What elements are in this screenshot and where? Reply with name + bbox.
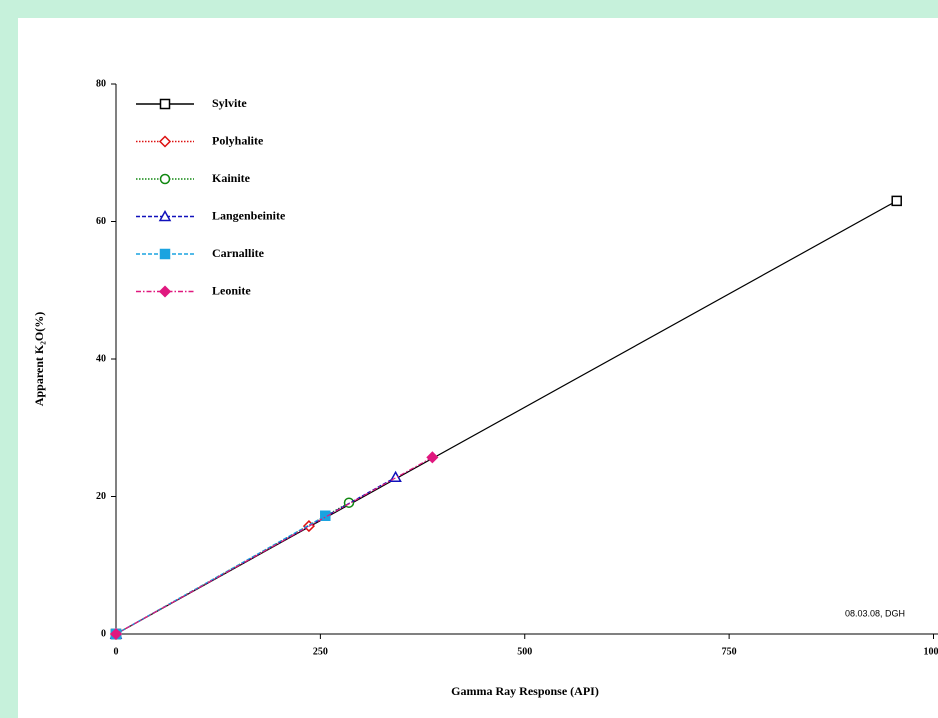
marker [109, 627, 123, 641]
legend-label: Kainite [212, 171, 251, 185]
y-tick-label: 40 [96, 353, 106, 364]
y-tick-label: 0 [101, 628, 106, 639]
legend-marker [158, 135, 172, 148]
x-tick-label: 500 [517, 646, 532, 657]
annotation: 08.03.08, DGH [845, 608, 905, 618]
series-line [115, 456, 433, 635]
x-tick-label: 250 [313, 646, 328, 657]
legend-label: Sylvite [212, 96, 247, 110]
y-axis-label: Apparent K₂O(%) [32, 312, 46, 406]
legend-marker [158, 285, 172, 298]
legend-label: Langenbeinite [212, 208, 286, 222]
y-tick-label: 80 [96, 78, 106, 89]
plot-background [18, 18, 938, 718]
x-tick-label: 0 [114, 646, 119, 657]
legend-marker [159, 248, 171, 260]
legend-marker [159, 173, 171, 185]
marker [320, 510, 331, 521]
legend-marker [159, 98, 171, 110]
y-tick-label: 20 [96, 491, 106, 502]
legend-label: Polyhalite [212, 133, 264, 147]
x-axis-label: Gamma Ray Response (API) [451, 684, 599, 698]
legend-label: Carnallite [212, 246, 265, 260]
y-tick-label: 60 [96, 216, 106, 227]
marker [891, 195, 902, 207]
x-tick-label: 750 [722, 646, 737, 657]
legend-label: Leonite [212, 283, 251, 297]
marker [426, 451, 439, 464]
legend-marker [158, 209, 172, 222]
